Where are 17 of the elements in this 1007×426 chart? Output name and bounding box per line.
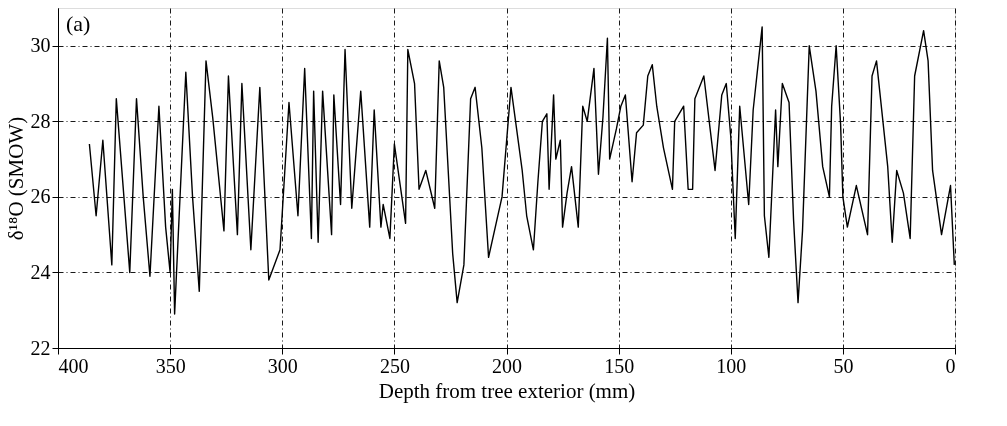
x-tick-label: 0: [945, 354, 956, 377]
annotation: (a): [66, 11, 91, 36]
x-tick-label: 200: [492, 354, 522, 377]
x-tick-label: 150: [604, 354, 635, 377]
x-tick-label: 250: [379, 354, 410, 377]
y-tick-label: 28: [30, 109, 51, 132]
x-tick-label: 300: [267, 354, 298, 377]
x-axis-title: Depth from tree exterior (mm): [378, 378, 636, 403]
x-tick-label: 350: [155, 354, 186, 377]
x-tick-label: 50: [833, 354, 854, 377]
y-tick-label: 22: [30, 336, 51, 359]
y-tick-label: 26: [30, 185, 51, 208]
x-tick-label: 400: [58, 354, 89, 377]
x-tick-label: 100: [716, 354, 747, 377]
y-tick-label: 24: [30, 260, 51, 283]
y-tick-label: 30: [30, 34, 51, 57]
y-axis-title: δ¹⁸O (SMOW): [3, 116, 28, 241]
